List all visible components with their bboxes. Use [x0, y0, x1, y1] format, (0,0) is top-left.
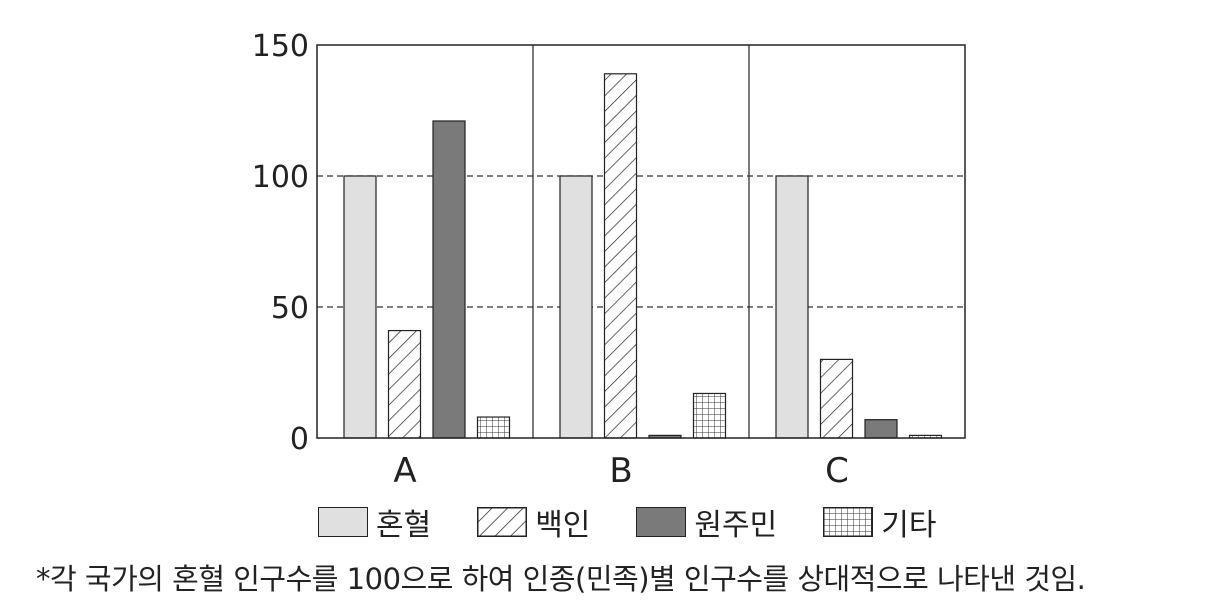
legend-label-other: 기타	[881, 508, 937, 543]
bar-B-2	[603, 73, 638, 439]
legend-label-native: 원주민	[694, 508, 778, 543]
x-category-label: B	[609, 451, 632, 491]
x-category-label: C	[825, 451, 849, 491]
bar-B-4	[692, 392, 727, 439]
legend-item-white: 백인	[477, 500, 590, 544]
plot-border	[316, 44, 966, 439]
legend-swatch-mixed	[318, 507, 368, 537]
y-axis-ticks: 0 50 100 150	[252, 29, 309, 457]
legend-label-white: 백인	[535, 508, 591, 543]
bar-A-4	[476, 416, 511, 439]
legend-item-mixed: 혼혈	[318, 500, 431, 544]
bar-A-2	[387, 329, 422, 439]
bar-A-3	[432, 120, 466, 439]
plot-frame	[316, 44, 966, 439]
y-tick-label: 100	[252, 160, 309, 195]
y-tick-label: 50	[271, 291, 309, 326]
legend-swatch-white	[477, 507, 528, 537]
bar-C-2	[819, 358, 854, 439]
x-category-label: A	[393, 451, 416, 491]
bars	[343, 73, 943, 439]
legend-item-native: 원주민	[636, 500, 777, 544]
bar-B-1	[559, 175, 593, 439]
bar-C-1	[775, 175, 809, 439]
y-tick-label: 0	[290, 422, 309, 457]
population-bar-chart: 0 50 100 150 A B C	[252, 29, 966, 491]
legend-swatch-other	[823, 507, 874, 537]
legend-swatch-native	[636, 507, 687, 537]
footnote: *각 국가의 혼혈 인구수를 100으로 하여 인종(민족)별 인구수를 상대적…	[36, 562, 1086, 596]
legend-label-mixed: 혼혈	[376, 508, 432, 543]
x-axis-categories: A B C	[393, 451, 849, 491]
bar-C-3	[864, 419, 898, 439]
legend: 혼혈 백인 원주민 기타	[318, 500, 982, 544]
bar-A-1	[343, 175, 377, 439]
y-tick-label: 150	[252, 29, 309, 64]
gridlines	[317, 175, 965, 308]
legend-item-other: 기타	[823, 500, 936, 544]
